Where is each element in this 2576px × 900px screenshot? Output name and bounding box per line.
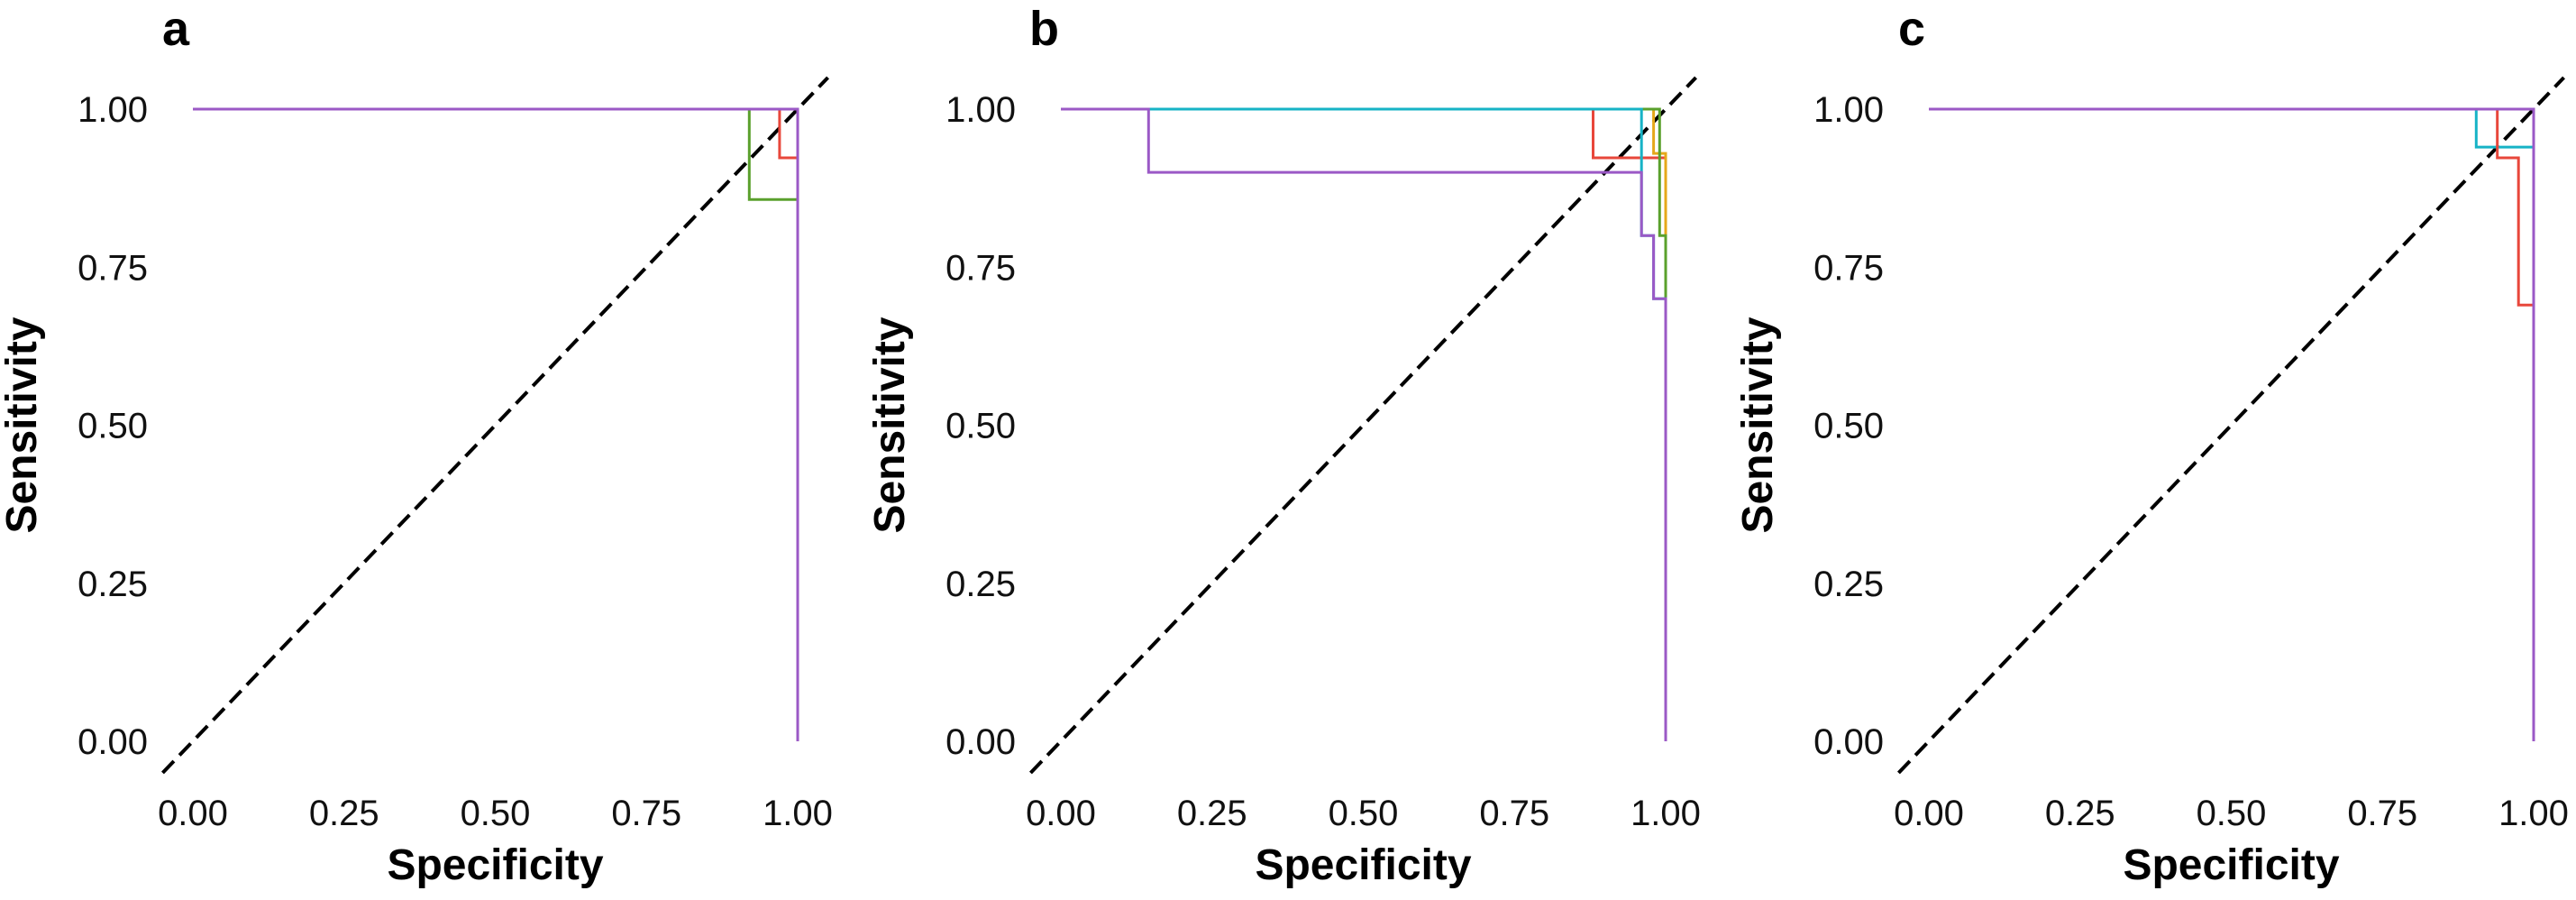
x-tick-label: 0.00 — [1026, 794, 1096, 833]
y-tick-label: 0.25 — [1813, 565, 1884, 604]
y-tick-label: 0.00 — [1813, 722, 1884, 762]
roc-panel-c: c 0.00 0.25 0.50 0.75 1.00 0.00 0.25 0.50 0.75 1.0… — [1734, 2, 2569, 889]
y-tick-label: 0.25 — [945, 565, 1016, 604]
x-tick-label: 0.50 — [1329, 794, 1399, 833]
x-tick-label: 0.50 — [2197, 794, 2267, 833]
x-tick-label: 0.25 — [2045, 794, 2115, 833]
y-tick-label: 0.50 — [945, 407, 1016, 446]
reference-diagonal-line — [161, 76, 829, 775]
y-tick-label: 0.75 — [945, 248, 1016, 288]
y-axis-title: Sensitivity — [866, 317, 914, 533]
y-axis-title: Sensitivity — [1734, 317, 1782, 533]
reference-diagonal-line — [1029, 76, 1697, 775]
x-axis-title: Specificity — [2123, 841, 2339, 889]
x-axis-title: Specificity — [387, 841, 603, 889]
x-tick-label: 0.00 — [158, 794, 228, 833]
x-tick-label: 0.75 — [611, 794, 681, 833]
x-tick-label: 0.25 — [1177, 794, 1247, 833]
roc-panel-a: a 0.00 0.25 0.50 0.75 1.00 0.00 0.25 0.50 0.75 1.0… — [0, 2, 833, 889]
x-tick-label: 0.75 — [2347, 794, 2417, 833]
roc-curve-purple — [1061, 107, 1667, 741]
x-axis-title: Specificity — [1255, 841, 1471, 889]
y-tick-label: 1.00 — [1813, 90, 1884, 130]
x-tick-label: 1.00 — [763, 794, 833, 833]
y-tick-label: 0.50 — [78, 407, 148, 446]
y-tick-label: 0.75 — [78, 248, 148, 288]
y-axis-title: Sensitivity — [0, 317, 46, 533]
y-tick-label: 0.00 — [78, 722, 148, 762]
y-tick-label: 0.50 — [1813, 407, 1884, 446]
y-tick-label: 1.00 — [945, 90, 1016, 130]
reference-diagonal-line — [1897, 76, 2565, 775]
x-tick-label: 0.00 — [1894, 794, 1964, 833]
x-tick-label: 0.50 — [461, 794, 531, 833]
x-tick-label: 1.00 — [1631, 794, 1701, 833]
x-tick-label: 0.25 — [309, 794, 379, 833]
x-tick-label: 0.75 — [1479, 794, 1549, 833]
roc-curve-purple — [193, 107, 799, 741]
roc-panel-b: b 0.00 0.25 0.50 0.75 1.00 0.00 0.25 0.50 0.75 1.0… — [866, 2, 1701, 889]
roc-curve-purple — [1929, 107, 2535, 741]
panel-tag: c — [1898, 2, 1925, 56]
y-tick-label: 1.00 — [78, 90, 148, 130]
y-tick-label: 0.00 — [945, 722, 1016, 762]
x-tick-label: 1.00 — [2498, 794, 2569, 833]
y-tick-label: 0.25 — [78, 565, 148, 604]
y-tick-label: 0.75 — [1813, 248, 1884, 288]
panel-tag: a — [162, 2, 190, 56]
panel-tag: b — [1029, 2, 1059, 56]
